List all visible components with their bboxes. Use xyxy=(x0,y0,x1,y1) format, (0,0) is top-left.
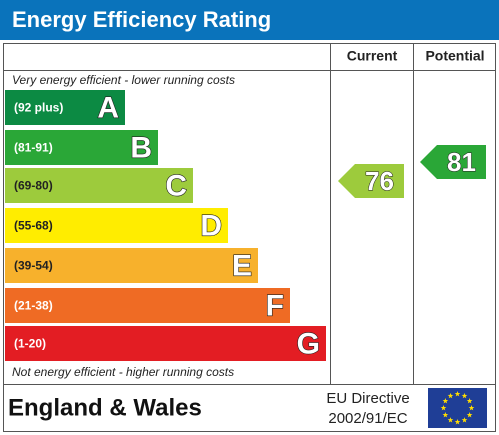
eu-star xyxy=(454,391,461,397)
band-bar xyxy=(5,130,158,165)
column-header: Current xyxy=(347,48,398,64)
eu-stars xyxy=(440,391,475,425)
eu-star xyxy=(442,398,449,404)
rating-arrow xyxy=(420,145,486,179)
bottom-note: Not energy efficient - higher running co… xyxy=(12,365,234,379)
band-range: (69-80) xyxy=(14,179,53,193)
band-range: (1-20) xyxy=(14,337,46,351)
band-range: (39-54) xyxy=(14,259,53,273)
footer-frame xyxy=(3,384,496,432)
band-range: (81-91) xyxy=(14,141,53,155)
band-letter: F xyxy=(266,289,284,322)
eu-star xyxy=(454,419,461,425)
band-range: (21-38) xyxy=(14,299,53,313)
eu-star xyxy=(442,412,449,418)
band-bar xyxy=(5,326,326,361)
band-letter: C xyxy=(165,169,187,202)
rating-value: 76 xyxy=(365,166,394,196)
eu-star xyxy=(461,417,468,423)
eu-star xyxy=(466,398,473,404)
band-letter: A xyxy=(97,91,119,124)
eu-star xyxy=(468,405,475,411)
band-letter: D xyxy=(200,209,222,242)
eu-star xyxy=(447,417,454,423)
band-letter: E xyxy=(232,249,252,282)
band-letter: G xyxy=(297,327,320,360)
band-range: (55-68) xyxy=(14,219,53,233)
band-bar xyxy=(5,168,193,203)
band-bar xyxy=(5,248,258,283)
directive: 2002/91/EC xyxy=(328,410,407,427)
top-note: Very energy efficient - lower running co… xyxy=(12,73,235,87)
rating-arrow xyxy=(338,164,404,198)
directive: EU Directive xyxy=(326,390,409,407)
band-bar xyxy=(5,208,228,243)
region: England & Wales xyxy=(8,394,202,421)
rating-value: 81 xyxy=(447,147,476,177)
band-range: (92 plus) xyxy=(14,101,63,115)
title-bar xyxy=(0,0,499,40)
column-header: Potential xyxy=(425,48,484,64)
band-bar xyxy=(5,90,125,125)
band-bar xyxy=(5,288,290,323)
eu-star xyxy=(440,405,447,411)
eu-star xyxy=(466,412,473,418)
title: Energy Efficiency Rating xyxy=(12,7,271,32)
eu-star xyxy=(461,392,468,399)
band-letter: B xyxy=(130,131,152,164)
eu-star xyxy=(447,392,454,399)
